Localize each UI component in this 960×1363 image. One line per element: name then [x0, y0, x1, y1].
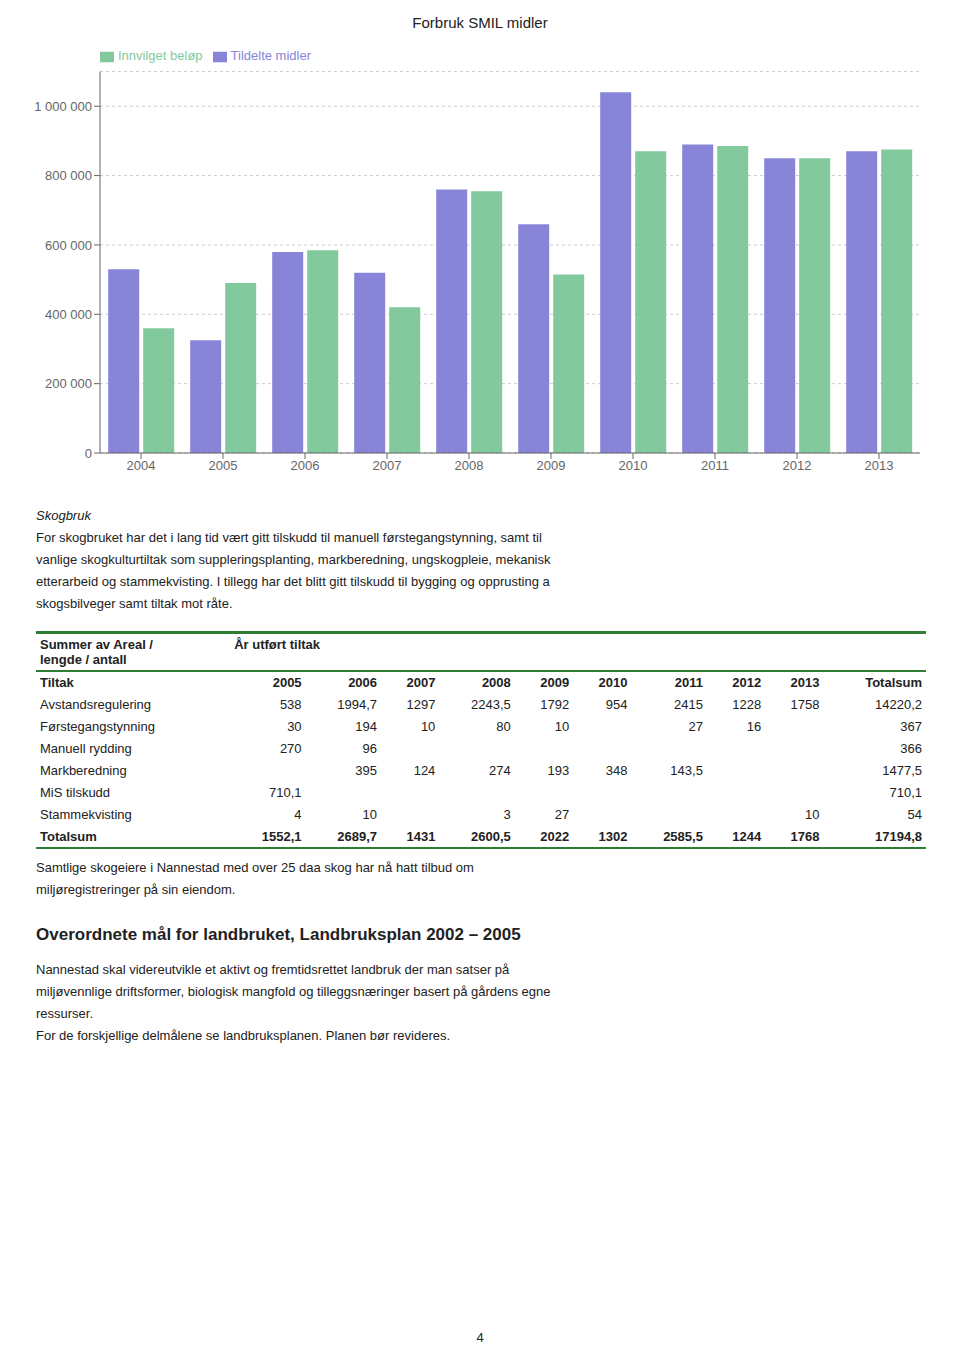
html-text:710,1: 710,1	[269, 784, 302, 800]
html-text:1552,1: 1552,1	[261, 828, 302, 844]
html-text:For skogbruket har det i lang: For skogbruket har det i lang tid vært g…	[36, 530, 542, 545]
html-text:Innvilget beløp: Innvilget beløp	[118, 48, 203, 63]
html-text:MiS tilskudd: MiS tilskudd	[40, 784, 111, 800]
html-text:Skogbruk: Skogbruk	[36, 508, 91, 523]
html-text:367: 367	[900, 718, 922, 734]
html-text:27: 27	[554, 806, 570, 822]
html-text:1994,7: 1994,7	[337, 696, 377, 712]
html-text:2010: 2010	[598, 675, 628, 690]
html-text:vanlige skogkulturtiltak som s: vanlige skogkulturtiltak som supplerings…	[36, 552, 551, 567]
svg-text:2012: 2012	[783, 458, 812, 473]
html-text:27: 27	[688, 718, 703, 734]
html-text:270: 270	[279, 740, 302, 756]
html-text:274: 274	[489, 762, 511, 778]
html-text:ressurser.: ressurser.	[36, 1006, 94, 1021]
html-text:395: 395	[355, 762, 377, 778]
html-text:80: 80	[496, 718, 511, 734]
html-text:1768: 1768	[790, 828, 820, 844]
html-text:16: 16	[746, 718, 762, 734]
html-text:etterarbeid og stammekvisting.: etterarbeid og stammekvisting. I tillegg…	[36, 574, 550, 589]
html-text:710,1: 710,1	[889, 784, 922, 800]
svg-text:2007: 2007	[373, 458, 402, 473]
html-text:lengde / antall: lengde / antall	[40, 652, 127, 667]
html-text:10: 10	[362, 806, 377, 822]
html-text:For de forskjellige delmålene: For de forskjellige delmålene se landbru…	[36, 1028, 451, 1043]
html-text:10: 10	[805, 806, 820, 822]
html-text:1792: 1792	[540, 696, 570, 712]
html-text:17194,8: 17194,8	[875, 828, 922, 844]
svg-text:600 000: 600 000	[45, 238, 92, 253]
html-text:366: 366	[900, 740, 922, 756]
html-text:2689,7: 2689,7	[337, 828, 377, 844]
html-text:Markberedning: Markberedning	[40, 762, 127, 778]
svg-text:200 000: 200 000	[45, 376, 92, 391]
html-text:4: 4	[476, 1330, 484, 1345]
html-text:skogsbilveger samt tiltak mot: skogsbilveger samt tiltak mot råte.	[36, 596, 233, 611]
html-text:1431: 1431	[406, 828, 436, 844]
html-text:2011: 2011	[674, 675, 703, 690]
html-text:193: 193	[547, 762, 570, 778]
html-text:Førstegangstynning: Førstegangstynning	[40, 718, 155, 734]
html-text:4: 4	[294, 806, 302, 822]
html-text:Tildelte midler: Tildelte midler	[230, 48, 311, 63]
svg-text:2005: 2005	[209, 458, 238, 473]
html-text:1297: 1297	[406, 696, 436, 712]
html-text:Overordnete mål for landbruket: Overordnete mål for landbruket, Landbruk…	[36, 925, 521, 944]
html-text:96: 96	[362, 740, 377, 756]
html-text:Tiltak: Tiltak	[40, 675, 74, 690]
html-text:Manuell rydding: Manuell rydding	[40, 740, 132, 756]
html-text:194: 194	[355, 718, 377, 734]
html-text:2012: 2012	[732, 675, 762, 690]
html-text:10: 10	[420, 718, 436, 734]
svg-text:1 000 000: 1 000 000	[34, 99, 92, 114]
html-text:1244: 1244	[732, 828, 762, 844]
svg-text:2006: 2006	[291, 458, 320, 473]
html-text:1477,5: 1477,5	[882, 762, 922, 778]
svg-text:2013: 2013	[865, 458, 894, 473]
html-text:2009: 2009	[540, 675, 570, 690]
html-text:538: 538	[279, 696, 302, 712]
html-text:Avstandsregulering: Avstandsregulering	[40, 696, 152, 712]
svg-text:2010: 2010	[619, 458, 648, 473]
html-text:2600,5: 2600,5	[471, 828, 511, 844]
svg-text:2009: 2009	[537, 458, 566, 473]
html-text:Stammekvisting: Stammekvisting	[40, 806, 132, 822]
html-text:2007: 2007	[406, 675, 436, 690]
html-text:1302: 1302	[598, 828, 628, 844]
html-text:miljøvennlige driftsformer, bi: miljøvennlige driftsformer, biologisk ma…	[36, 984, 551, 999]
svg-text:2004: 2004	[127, 458, 156, 473]
html-text:Summer av Areal /: Summer av Areal /	[40, 637, 153, 652]
html-text:2005: 2005	[272, 675, 302, 690]
html-text:2415: 2415	[674, 696, 703, 712]
html-text:143,5: 143,5	[670, 762, 703, 778]
html-text:Totalsum: Totalsum	[40, 828, 97, 844]
html-text:348: 348	[605, 762, 628, 778]
html-text:År utført tiltak: År utført tiltak	[234, 637, 321, 652]
svg-text:0: 0	[85, 446, 92, 461]
html-text:2022: 2022	[540, 828, 570, 844]
html-text:10: 10	[554, 718, 570, 734]
html-text:miljøregistreringer på sin eie: miljøregistreringer på sin eiendom.	[36, 882, 236, 897]
html-text:1758: 1758	[790, 696, 820, 712]
svg-text:800 000: 800 000	[45, 168, 92, 183]
svg-text:400 000: 400 000	[45, 307, 92, 322]
html-text:1228: 1228	[732, 696, 762, 712]
html-text:2013: 2013	[790, 675, 820, 690]
html-text:124: 124	[413, 762, 436, 778]
html-text:2006: 2006	[348, 675, 377, 690]
html-text:2243,5: 2243,5	[471, 696, 511, 712]
html-text:Nannestad skal videreutvikle e: Nannestad skal videreutvikle et aktivt o…	[36, 962, 510, 977]
html-text:2585,5: 2585,5	[663, 828, 703, 844]
html-text:Forbruk SMIL midler: Forbruk SMIL midler	[412, 14, 548, 31]
html-text:Totalsum: Totalsum	[865, 675, 922, 690]
html-text:Samtlige skogeiere i Nannestad: Samtlige skogeiere i Nannestad med over …	[36, 860, 474, 875]
html-text:54: 54	[907, 806, 922, 822]
html-text:954: 954	[605, 696, 628, 712]
html-text:14220,2: 14220,2	[875, 696, 922, 712]
html-text:2008: 2008	[481, 675, 511, 690]
html-text:30: 30	[287, 718, 302, 734]
svg-text:2011: 2011	[701, 458, 729, 473]
svg-text:2008: 2008	[455, 458, 484, 473]
html-text:3: 3	[503, 806, 511, 822]
